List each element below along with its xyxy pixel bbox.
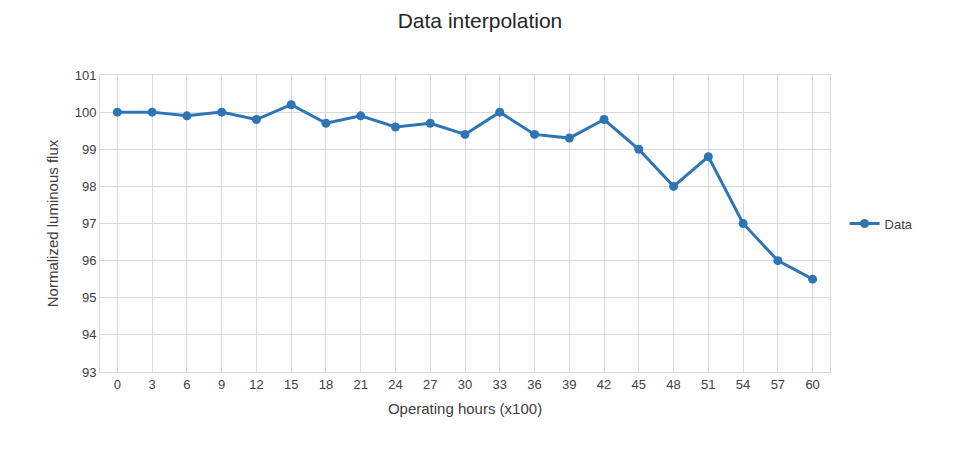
svg-text:0: 0	[114, 377, 121, 392]
svg-text:99: 99	[82, 142, 96, 157]
svg-text:27: 27	[423, 377, 437, 392]
svg-text:95: 95	[82, 290, 96, 305]
svg-text:30: 30	[458, 377, 472, 392]
svg-text:96: 96	[82, 253, 96, 268]
svg-text:42: 42	[597, 377, 611, 392]
svg-text:45: 45	[632, 377, 646, 392]
svg-text:6: 6	[183, 377, 190, 392]
svg-text:Normalized luminous flux: Normalized luminous flux	[44, 139, 61, 307]
svg-text:12: 12	[249, 377, 263, 392]
svg-text:93: 93	[82, 365, 96, 380]
svg-text:98: 98	[82, 179, 96, 194]
svg-text:Data interpolation: Data interpolation	[398, 9, 563, 32]
svg-text:51: 51	[701, 377, 715, 392]
svg-text:101: 101	[75, 68, 97, 83]
svg-text:48: 48	[666, 377, 680, 392]
svg-text:60: 60	[805, 377, 819, 392]
svg-text:Data: Data	[885, 217, 913, 232]
svg-text:57: 57	[771, 377, 785, 392]
svg-text:18: 18	[319, 377, 333, 392]
svg-text:3: 3	[149, 377, 156, 392]
svg-text:15: 15	[284, 377, 298, 392]
svg-text:94: 94	[82, 327, 96, 342]
svg-text:24: 24	[388, 377, 402, 392]
svg-text:21: 21	[353, 377, 367, 392]
svg-text:100: 100	[75, 105, 97, 120]
svg-text:54: 54	[736, 377, 750, 392]
svg-text:97: 97	[82, 216, 96, 231]
svg-text:9: 9	[218, 377, 225, 392]
svg-text:Operating hours (x100): Operating hours (x100)	[388, 400, 542, 417]
svg-text:39: 39	[562, 377, 576, 392]
svg-text:36: 36	[527, 377, 541, 392]
svg-text:33: 33	[493, 377, 507, 392]
